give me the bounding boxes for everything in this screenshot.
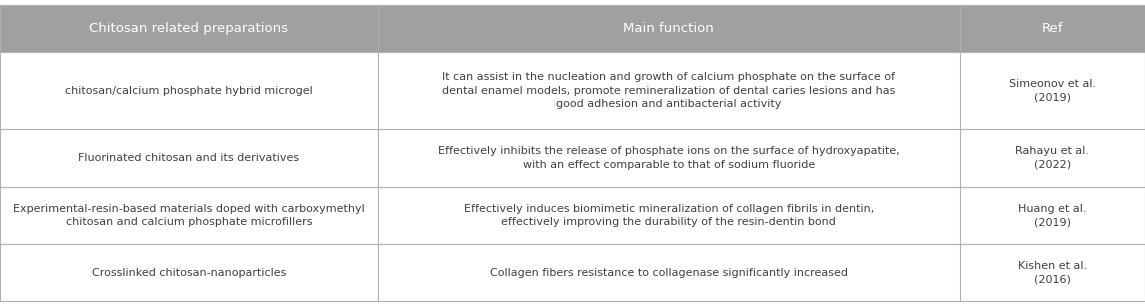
Text: It can assist in the nucleation and growth of calcium phosphate on the surface o: It can assist in the nucleation and grow… bbox=[442, 72, 895, 109]
Text: Fluorinated chitosan and its derivatives: Fluorinated chitosan and its derivatives bbox=[78, 153, 300, 163]
Text: Chitosan related preparations: Chitosan related preparations bbox=[89, 22, 289, 35]
Bar bbox=[0, 129, 1145, 187]
Text: Crosslinked chitosan-nanoparticles: Crosslinked chitosan-nanoparticles bbox=[92, 268, 286, 278]
Text: Huang et al.
(2019): Huang et al. (2019) bbox=[1018, 203, 1087, 227]
Bar bbox=[0, 244, 1145, 301]
Text: Simeonov et al.
(2019): Simeonov et al. (2019) bbox=[1009, 79, 1096, 103]
Text: Main function: Main function bbox=[623, 22, 714, 35]
Text: Effectively inhibits the release of phosphate ions on the surface of hydroxyapat: Effectively inhibits the release of phos… bbox=[437, 146, 900, 170]
Text: chitosan/calcium phosphate hybrid microgel: chitosan/calcium phosphate hybrid microg… bbox=[65, 86, 313, 95]
Bar bbox=[0, 52, 1145, 129]
Text: Collagen fibers resistance to collagenase significantly increased: Collagen fibers resistance to collagenas… bbox=[490, 268, 847, 278]
Bar bbox=[0, 5, 1145, 52]
Text: Kishen et al.
(2016): Kishen et al. (2016) bbox=[1018, 261, 1087, 285]
Text: Rahayu et al.
(2022): Rahayu et al. (2022) bbox=[1016, 146, 1089, 170]
Bar bbox=[0, 187, 1145, 244]
Text: Experimental-resin-based materials doped with carboxymethyl
chitosan and calcium: Experimental-resin-based materials doped… bbox=[13, 203, 365, 227]
Text: Effectively induces biomimetic mineralization of collagen fibrils in dentin,
eff: Effectively induces biomimetic mineraliz… bbox=[464, 203, 874, 227]
Text: Ref: Ref bbox=[1042, 22, 1063, 35]
